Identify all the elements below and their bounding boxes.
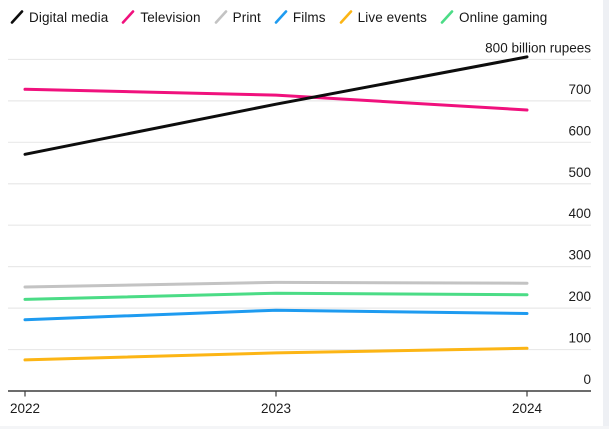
legend-slash-icon (339, 10, 352, 24)
line-television (23, 87, 529, 112)
legend-item: Digital media (10, 10, 108, 25)
chart-legend: Digital media Television Print F (10, 8, 547, 26)
legend-item: Television (121, 9, 201, 25)
legend-item-label: Films (292, 9, 326, 25)
y-tick-label: 500 (568, 165, 591, 180)
y-axis-labels: 0 100 200 300 400 500 600 700 800 billion rupees (485, 40, 591, 387)
y-tick-label: 300 (568, 248, 591, 263)
line-digital-media (23, 55, 529, 156)
line-online-gaming (23, 291, 529, 301)
legend-item-label: Live events (357, 9, 428, 25)
legend-slash-icon (122, 10, 135, 24)
legend-item: Live events (339, 10, 427, 25)
legend-item-label: Online gaming (459, 9, 548, 25)
line-films (23, 308, 529, 322)
y-tick-label: 0 (583, 372, 591, 387)
legend-slash-icon (214, 10, 227, 24)
y-tick-label: 700 (568, 82, 591, 97)
legend-item: Online gaming (440, 10, 547, 25)
legend-item-label: Television (140, 9, 201, 25)
legend-item-label: Print (232, 9, 261, 25)
x-tick-label: 2024 (512, 401, 543, 416)
legend-slash-icon (10, 10, 24, 24)
legend-item-label: Digital media (29, 9, 109, 25)
y-tick-label: 100 (568, 331, 591, 346)
x-tick-label: 2022 (10, 401, 40, 416)
y-tick-label: 400 (568, 206, 591, 221)
gridlines (8, 58, 591, 351)
legend-slash-icon (274, 10, 288, 24)
y-axis-unit-label: 800 billion rupees (485, 40, 591, 55)
viewport-edge-bottom (0, 426, 609, 429)
series-lines (23, 55, 529, 362)
legend-slash-icon (440, 10, 454, 24)
legend-item: Films (274, 10, 326, 25)
viewport-edge-right (603, 0, 609, 429)
line-live-events (23, 346, 529, 362)
x-axis: 2022 2023 2024 (8, 390, 591, 416)
line-print (23, 280, 529, 289)
x-tick-label: 2023 (261, 401, 291, 416)
legend-item: Print (214, 10, 261, 25)
y-tick-label: 600 (568, 123, 591, 138)
y-tick-label: 200 (568, 289, 591, 304)
